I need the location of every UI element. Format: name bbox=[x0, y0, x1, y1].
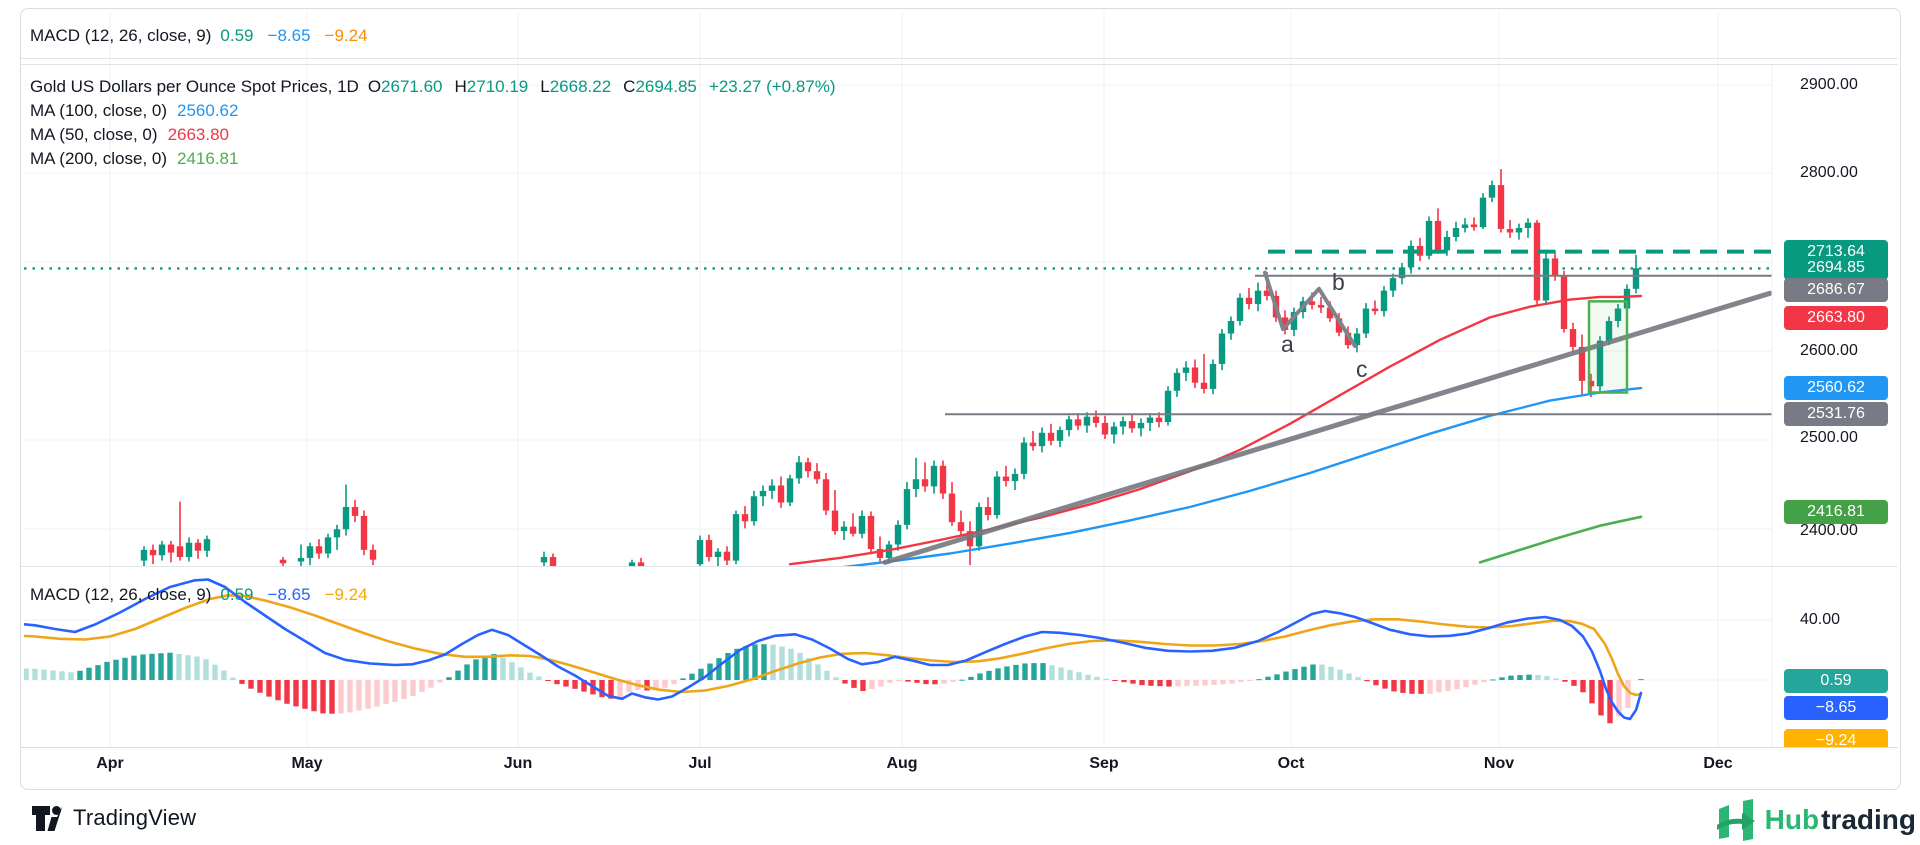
ma-legend-row-1[interactable]: MA (50, close, 0) 2663.80 bbox=[30, 125, 238, 149]
time-label-Nov: Nov bbox=[1483, 755, 1515, 772]
brand-trading: trading bbox=[1821, 804, 1916, 835]
ohlc-key-H: H bbox=[454, 77, 467, 96]
axis-tick-2400.00: 2400.00 bbox=[1800, 522, 1858, 539]
pattern-label-a: a bbox=[1281, 331, 1294, 357]
macd-pane-legend[interactable]: MACD (12, 26, close, 9) 0.59 −8.65 −9.24 bbox=[30, 585, 382, 605]
ohlc-value-C: 2694.85 bbox=[635, 77, 697, 96]
ma-label: MA (50, close, 0) bbox=[30, 125, 158, 144]
macd-strip-title: MACD bbox=[30, 26, 81, 45]
macd-strip-value-0: 0.59 bbox=[220, 26, 254, 45]
time-label-Oct: Oct bbox=[1277, 755, 1305, 772]
time-label-May: May bbox=[291, 755, 323, 772]
axis-badge-0.59: 0.59 bbox=[1784, 669, 1888, 693]
macd-legend-value-0: 0.59 bbox=[220, 585, 254, 604]
hubtrading-logo[interactable]: Hub trading bbox=[1715, 795, 1916, 845]
tradingview-text: TradingView bbox=[73, 805, 197, 830]
price-axis[interactable]: 2900.00 2800.00 2600.00 2500.00 2400.00 40.00… bbox=[1772, 8, 1899, 747]
ohlc-key-C: C bbox=[623, 77, 636, 96]
axis-tick-2500.00: 2500.00 bbox=[1800, 429, 1858, 446]
chart-container-border bbox=[20, 8, 1901, 790]
ohlc-key-O: O bbox=[367, 77, 382, 96]
pane-separator-top-2[interactable] bbox=[21, 64, 1898, 65]
symbol-legend-row[interactable]: Gold US Dollars per Ounce Spot Prices, 1… bbox=[30, 77, 836, 97]
pattern-label-b: b bbox=[1332, 269, 1345, 295]
time-label-Sep: Sep bbox=[1089, 755, 1119, 772]
time-label-Jul: Jul bbox=[688, 755, 712, 772]
tradingview-icon bbox=[32, 806, 63, 831]
symbol-title: Gold US Dollars per Ounce Spot Prices, 1… bbox=[30, 77, 359, 96]
macd-legend-params: (12, 26, close, 9) bbox=[84, 585, 212, 604]
axis-badge-2560.62: 2560.62 bbox=[1784, 376, 1888, 400]
ohlc-value-L: 2668.22 bbox=[549, 77, 612, 96]
pattern-label-c: c bbox=[1356, 356, 1368, 382]
change-value: +23.27 (+0.87%) bbox=[708, 77, 836, 96]
ohlc-value-H: 2710.19 bbox=[466, 77, 529, 96]
time-label-Apr: Apr bbox=[96, 755, 124, 772]
macd-legend-title: MACD bbox=[30, 585, 81, 604]
axis-badge-−9.24: −9.24 bbox=[1784, 729, 1888, 747]
macd-strip-value-1: −8.65 bbox=[267, 26, 311, 45]
axis-badge-2686.67: 2686.67 bbox=[1784, 278, 1888, 302]
macd-legend-value-2: −9.24 bbox=[324, 585, 368, 604]
ohlc-value-O: 2671.60 bbox=[381, 77, 443, 96]
ma-legend-row-2[interactable]: MA (200, close, 0) 2416.81 bbox=[30, 149, 238, 173]
macd-strip-legend[interactable]: MACD (12, 26, close, 9) 0.59 −8.65 −9.24 bbox=[30, 26, 382, 46]
ma-value: 2416.81 bbox=[177, 149, 239, 168]
ma-legend-row-0[interactable]: MA (100, close, 0) 2560.62 bbox=[30, 101, 238, 125]
macd-strip-value-2: −9.24 bbox=[324, 26, 368, 45]
axis-badge-2694.85: 2694.85 bbox=[1784, 256, 1888, 280]
ma-legend-block: MA (100, close, 0) 2560.62 MA (50, close, … bbox=[30, 101, 238, 173]
ohlc-key-L: L bbox=[540, 77, 550, 96]
axis-badge-2531.76: 2531.76 bbox=[1784, 402, 1888, 426]
brand-hub: Hub bbox=[1764, 804, 1820, 835]
axis-tick-2900.00: 2900.00 bbox=[1800, 76, 1858, 93]
time-label-Jun: Jun bbox=[503, 755, 533, 772]
time-axis[interactable]: Apr May Jun Jul Aug Sep Oct Nov Dec bbox=[24, 755, 1772, 781]
axis-badge-−8.65: −8.65 bbox=[1784, 696, 1888, 720]
axis-badge-2416.81: 2416.81 bbox=[1784, 500, 1888, 524]
pane-separator-top-1[interactable] bbox=[21, 58, 1898, 59]
hubtrading-icon bbox=[1716, 799, 1755, 841]
axis-tick-2800.00: 2800.00 bbox=[1800, 164, 1858, 181]
pane-separator-macd[interactable] bbox=[21, 566, 1898, 567]
axis-tick-40.00: 40.00 bbox=[1800, 611, 1841, 628]
macd-strip-params: (12, 26, close, 9) bbox=[84, 26, 212, 45]
tradingview-logo[interactable]: TradingView bbox=[30, 799, 196, 837]
time-label-Aug: Aug bbox=[886, 755, 918, 772]
time-axis-border bbox=[21, 747, 1898, 748]
time-label-Dec: Dec bbox=[1703, 755, 1733, 772]
ma-label: MA (100, close, 0) bbox=[30, 101, 168, 120]
axis-tick-2600.00: 2600.00 bbox=[1800, 342, 1858, 359]
ma-value: 2663.80 bbox=[167, 125, 230, 144]
macd-legend-value-1: −8.65 bbox=[267, 585, 311, 604]
axis-badge-2663.80: 2663.80 bbox=[1784, 306, 1888, 330]
ma-value: 2560.62 bbox=[177, 101, 239, 120]
ma-label: MA (200, close, 0) bbox=[30, 149, 168, 168]
